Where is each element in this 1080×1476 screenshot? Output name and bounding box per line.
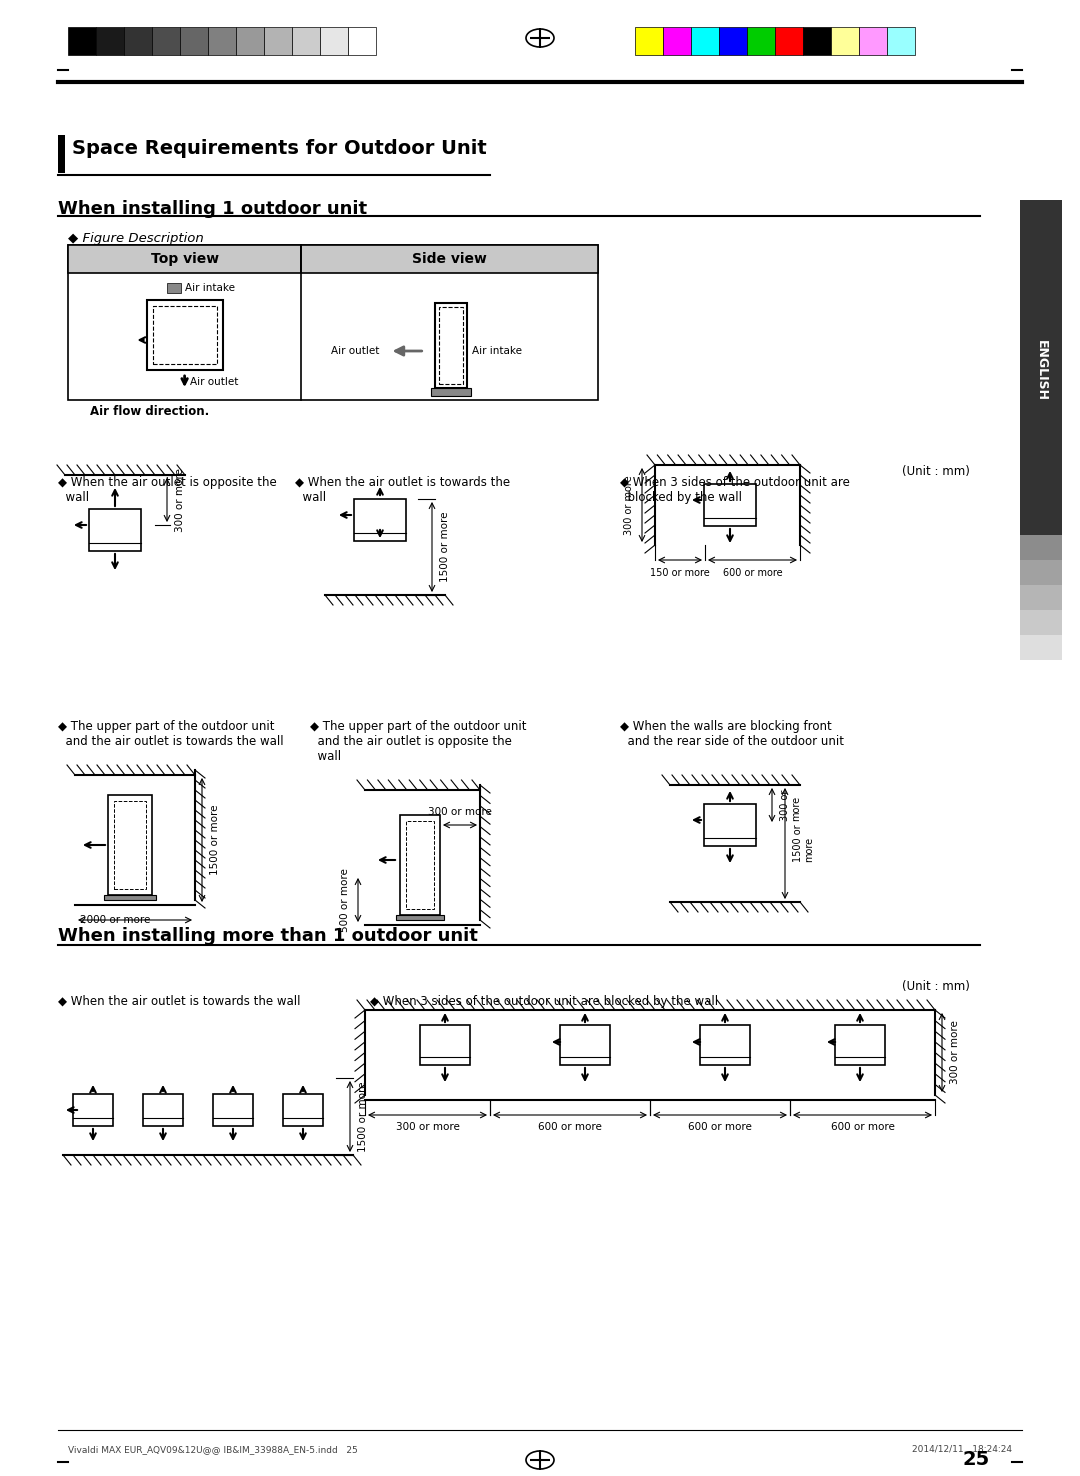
Bar	[58, 134, 65, 173]
Bar	[700, 1024, 750, 1066]
Text: 150 or more: 150 or more	[650, 568, 710, 579]
Text: 2014/12/11   18:24:24: 2014/12/11 18:24:24	[912, 1445, 1012, 1454]
Bar	[301, 245, 598, 273]
Bar	[1020, 534, 1062, 559]
Bar	[180, 27, 208, 55]
Text: ◆ The upper part of the outdoor unit
  and the air outlet is towards the wall: ◆ The upper part of the outdoor unit and…	[58, 720, 284, 748]
Bar	[1020, 610, 1062, 635]
Text: 600 or more: 600 or more	[538, 1122, 602, 1132]
Bar	[420, 1024, 470, 1066]
Text: 1500 or more: 1500 or more	[357, 1082, 368, 1151]
Text: 1500 or
more: 1500 or more	[793, 825, 814, 862]
Text: ◆ When the walls are blocking front
  and the rear side of the outdoor unit: ◆ When the walls are blocking front and …	[620, 720, 843, 748]
Text: 500 or more: 500 or more	[340, 868, 350, 931]
Text: 300 or more: 300 or more	[624, 475, 634, 534]
Bar	[166, 283, 180, 294]
Text: ◆ Figure Description: ◆ Figure Description	[68, 232, 204, 245]
Bar	[434, 303, 467, 388]
Bar	[719, 27, 747, 55]
Text: 600 or more: 600 or more	[723, 568, 782, 579]
Text: Space Requirements for Outdoor Unit: Space Requirements for Outdoor Unit	[72, 139, 487, 158]
Bar	[89, 509, 141, 551]
Bar	[396, 915, 444, 920]
Bar	[213, 1094, 253, 1126]
Bar	[348, 27, 376, 55]
Text: 1500 or more: 1500 or more	[440, 512, 450, 582]
Text: ◆ When 3 sides of the outdoor unit are
  blocked by the wall: ◆ When 3 sides of the outdoor unit are b…	[620, 475, 850, 503]
Bar	[400, 815, 440, 915]
Bar	[124, 27, 152, 55]
Text: Top view: Top view	[150, 252, 218, 266]
Bar	[68, 245, 598, 400]
Text: (Unit : mm): (Unit : mm)	[902, 980, 970, 993]
Bar	[354, 499, 406, 542]
Bar	[561, 1024, 610, 1066]
Text: ◆ The upper part of the outdoor unit
  and the air outlet is opposite the
  wall: ◆ The upper part of the outdoor unit and…	[310, 720, 527, 763]
Bar	[68, 245, 301, 273]
Bar	[835, 1024, 885, 1066]
Text: When installing more than 1 outdoor unit: When installing more than 1 outdoor unit	[58, 927, 477, 945]
Text: ◆ When 3 sides of the outdoor unit are blocked by the wall: ◆ When 3 sides of the outdoor unit are b…	[370, 995, 718, 1008]
Text: 300 or more: 300 or more	[428, 807, 491, 818]
Text: 300 or more: 300 or more	[395, 1122, 459, 1132]
Bar	[68, 27, 96, 55]
Bar	[143, 1094, 183, 1126]
Bar	[237, 27, 264, 55]
Bar	[1020, 559, 1062, 584]
Bar	[438, 307, 462, 384]
Text: ◆ When the air outlet is opposite the
  wall: ◆ When the air outlet is opposite the wa…	[58, 475, 276, 503]
Bar	[704, 484, 756, 525]
Bar	[804, 27, 831, 55]
Text: 2000 or more: 2000 or more	[80, 915, 150, 925]
Bar	[104, 894, 156, 900]
Text: Vivaldi MAX EUR_AQV09&12U@@ IB&IM_33988A_EN-5.indd   25: Vivaldi MAX EUR_AQV09&12U@@ IB&IM_33988A…	[68, 1445, 357, 1454]
Bar	[406, 821, 434, 909]
Text: ENGLISH: ENGLISH	[1035, 339, 1048, 400]
Text: 600 or more: 600 or more	[688, 1122, 752, 1132]
Text: 25: 25	[962, 1449, 990, 1469]
Bar	[73, 1094, 113, 1126]
Bar	[775, 27, 804, 55]
Text: 1500 or more: 1500 or more	[210, 804, 220, 875]
Text: 300 or more: 300 or more	[175, 468, 185, 531]
Text: Air flow direction.: Air flow direction.	[90, 404, 210, 418]
Bar	[114, 801, 146, 889]
Text: When installing 1 outdoor unit: When installing 1 outdoor unit	[58, 201, 367, 218]
Bar	[1020, 201, 1062, 540]
Bar	[704, 804, 756, 846]
Text: Air outlet: Air outlet	[332, 345, 379, 356]
Text: Side view: Side view	[413, 252, 487, 266]
Text: 300 or more: 300 or more	[950, 1020, 960, 1085]
Bar	[292, 27, 320, 55]
Text: Air outlet: Air outlet	[190, 376, 238, 387]
Text: (Unit : mm): (Unit : mm)	[902, 465, 970, 478]
Bar	[431, 388, 471, 396]
Bar	[831, 27, 859, 55]
Bar	[152, 27, 180, 55]
Bar	[1020, 635, 1062, 660]
Bar	[1020, 584, 1062, 610]
Text: Air intake: Air intake	[472, 345, 522, 356]
Bar	[283, 1094, 323, 1126]
Text: 300 or
more: 300 or more	[780, 790, 801, 821]
Bar	[208, 27, 237, 55]
Bar	[859, 27, 887, 55]
Bar	[152, 306, 217, 365]
Bar	[96, 27, 124, 55]
Bar	[747, 27, 775, 55]
Text: ◆ When the air outlet is towards the wall: ◆ When the air outlet is towards the wal…	[58, 995, 300, 1008]
Bar	[691, 27, 719, 55]
Bar	[147, 300, 222, 370]
Text: 600 or more: 600 or more	[831, 1122, 894, 1132]
Bar	[264, 27, 292, 55]
Bar	[108, 796, 152, 894]
Bar	[887, 27, 915, 55]
Bar	[635, 27, 663, 55]
Bar	[663, 27, 691, 55]
Text: Air intake: Air intake	[185, 283, 234, 294]
Bar	[320, 27, 348, 55]
Text: ◆ When the air outlet is towards the
  wall: ◆ When the air outlet is towards the wal…	[295, 475, 510, 503]
